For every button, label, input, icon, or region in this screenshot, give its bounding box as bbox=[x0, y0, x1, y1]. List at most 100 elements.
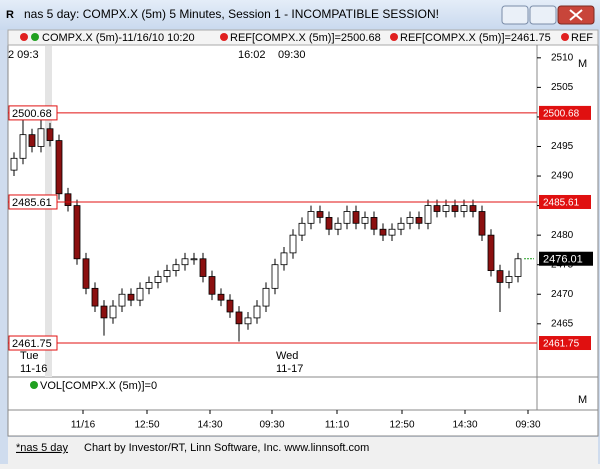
candle-body bbox=[100, 305, 108, 319]
y-tick-label: 2495 bbox=[551, 141, 574, 152]
candle-body bbox=[154, 276, 162, 283]
y-tick-label: 2510 bbox=[551, 52, 574, 63]
candle-body bbox=[307, 211, 315, 224]
candle-body bbox=[127, 293, 135, 301]
y-tick-label: 2470 bbox=[551, 289, 574, 300]
ref-label: 2461.75 bbox=[12, 338, 52, 350]
legend-ref: REF[COMPX.X (5m)]=2461.75 bbox=[400, 32, 551, 44]
candle-body bbox=[19, 134, 27, 159]
candle-body bbox=[424, 205, 432, 224]
legend-ref: REF[COMPX.X (5m)]=2500.68 bbox=[230, 32, 381, 44]
day-label: 11-16 bbox=[20, 363, 47, 375]
legend-symbol: COMPX.X (5m)-11/16/10 10:20 bbox=[42, 32, 195, 44]
candle-body bbox=[244, 317, 252, 325]
ref-axis-box bbox=[539, 194, 591, 209]
x-tick-label: 11/16 bbox=[71, 420, 96, 431]
window-title: nas 5 day: COMPX.X (5m) 5 Minutes, Sessi… bbox=[24, 7, 439, 21]
candle-body bbox=[136, 287, 144, 301]
ref-label: 2485.61 bbox=[12, 197, 52, 209]
candle-body bbox=[280, 252, 288, 266]
candle-body bbox=[406, 217, 414, 224]
tab[interactable]: *nas 5 day bbox=[16, 442, 68, 454]
candle-body bbox=[370, 217, 378, 230]
ref-axis-label: 2500.68 bbox=[543, 109, 580, 120]
candle-body bbox=[190, 258, 198, 261]
candle-body bbox=[352, 211, 360, 224]
candle-body bbox=[469, 205, 477, 212]
top-label: 2 09:3 bbox=[8, 49, 39, 61]
candle-body bbox=[91, 287, 99, 307]
ref-axis-box bbox=[539, 336, 591, 351]
candle-body bbox=[64, 193, 72, 206]
x-tick-label: 09:30 bbox=[259, 420, 284, 431]
candle-body bbox=[145, 282, 153, 289]
y-tick-label: 2480 bbox=[551, 230, 574, 241]
candle-body bbox=[208, 276, 216, 295]
top-label: 09:30 bbox=[278, 49, 306, 61]
axis-mark: M bbox=[578, 58, 587, 70]
axis-mark: M bbox=[578, 394, 587, 406]
x-tick-label: 12:50 bbox=[389, 420, 414, 431]
candle-body bbox=[163, 270, 171, 277]
candle-body bbox=[289, 234, 297, 254]
minimize-button[interactable] bbox=[501, 5, 529, 25]
candle-body bbox=[235, 311, 243, 325]
candle-body bbox=[442, 205, 450, 212]
volume-label: VOL[COMPX.X (5m)]=0 bbox=[40, 380, 157, 392]
credit: Chart by Investor/RT, Linn Software, Inc… bbox=[84, 442, 369, 454]
legend-dot bbox=[31, 33, 39, 41]
candle-body bbox=[361, 217, 369, 224]
candle-body bbox=[460, 205, 468, 212]
candle-body bbox=[118, 293, 126, 307]
ref-axis-label: 2485.61 bbox=[543, 198, 580, 209]
candle-body bbox=[199, 258, 207, 277]
status-bar bbox=[8, 437, 598, 464]
legend-dot bbox=[561, 33, 569, 41]
day-label: 11-17 bbox=[276, 363, 303, 375]
legend-bar bbox=[7, 29, 599, 46]
x-tick-label: 09:30 bbox=[515, 420, 540, 431]
candle-body bbox=[334, 222, 342, 230]
candle-body bbox=[181, 258, 189, 266]
candle-body bbox=[217, 293, 225, 301]
candle-body bbox=[73, 205, 81, 260]
legend-ref: REF bbox=[571, 32, 593, 44]
y-tick-label: 2465 bbox=[551, 318, 574, 329]
candle-body bbox=[451, 205, 459, 212]
candle-body bbox=[478, 211, 486, 236]
close-icon bbox=[569, 9, 583, 21]
candle-body bbox=[505, 276, 513, 283]
x-tick-label: 11:10 bbox=[325, 420, 350, 431]
day-label: Tue bbox=[20, 350, 39, 362]
candle-body bbox=[379, 228, 387, 236]
ref-label-box bbox=[8, 194, 58, 210]
candle-body bbox=[388, 228, 396, 236]
legend-dot bbox=[390, 33, 398, 41]
candle-body bbox=[271, 264, 279, 289]
candle-body bbox=[514, 258, 522, 277]
candle-body bbox=[109, 305, 117, 319]
maximize-button[interactable] bbox=[529, 5, 557, 25]
candle-body bbox=[37, 128, 45, 147]
candle-body bbox=[496, 270, 504, 283]
candle-body bbox=[172, 264, 180, 272]
x-tick-label: 14:30 bbox=[197, 420, 222, 431]
candle-body bbox=[487, 234, 495, 272]
top-label: 16:02 bbox=[238, 49, 266, 61]
legend-dot bbox=[30, 381, 38, 389]
candle-body bbox=[46, 128, 54, 141]
candle-body bbox=[82, 258, 90, 289]
y-tick-label: 2505 bbox=[551, 82, 574, 93]
day-label: Wed bbox=[276, 350, 298, 362]
candle-body bbox=[397, 222, 405, 230]
app-icon: R bbox=[6, 9, 14, 21]
candle-body bbox=[415, 217, 423, 224]
candle-body bbox=[10, 157, 18, 171]
candle-body bbox=[28, 134, 36, 147]
x-tick-label: 12:50 bbox=[134, 420, 159, 431]
candle-body bbox=[325, 217, 333, 230]
last-price-box bbox=[539, 251, 593, 266]
legend-dot bbox=[220, 33, 228, 41]
ref-label-box bbox=[8, 105, 58, 121]
y-tick-label: 2490 bbox=[551, 171, 574, 182]
